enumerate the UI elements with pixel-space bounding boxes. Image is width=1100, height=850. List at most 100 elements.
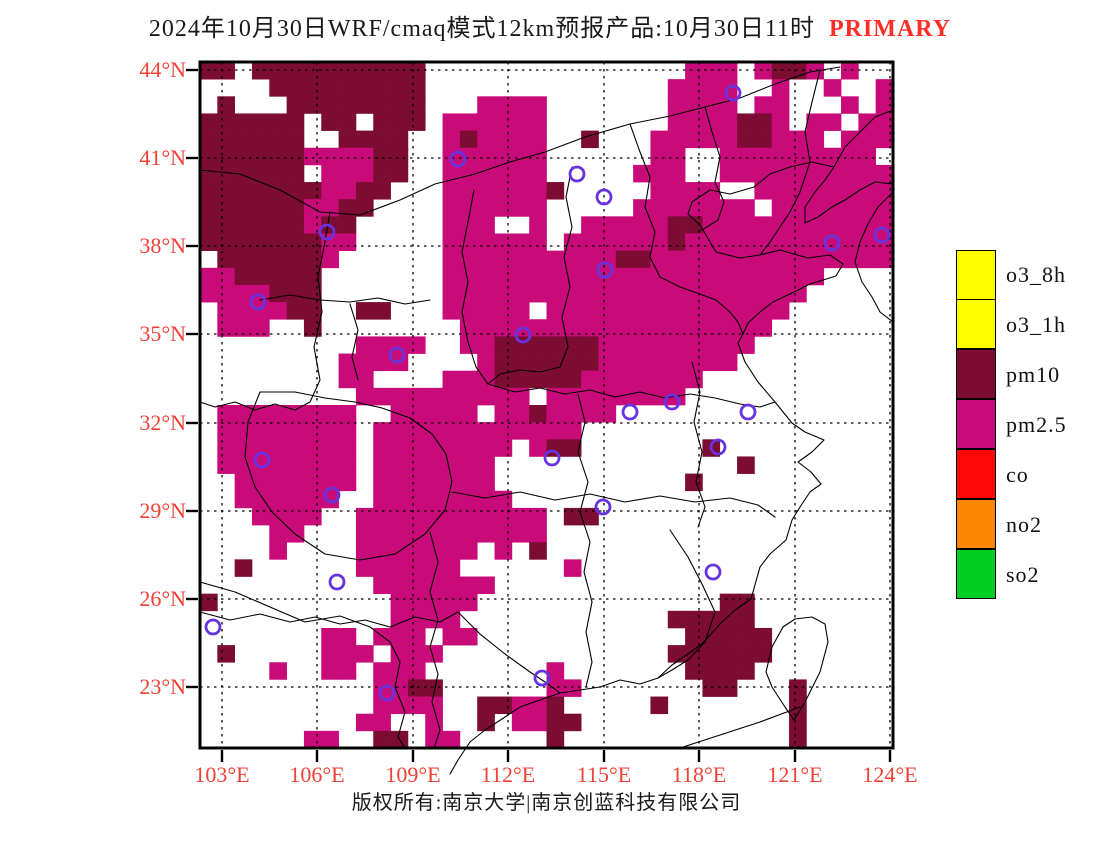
grid-cell-pm25 — [633, 353, 651, 372]
grid-cell-pm25 — [875, 216, 894, 234]
grid-cell-pm10 — [390, 79, 409, 97]
grid-cell-pm25 — [459, 182, 478, 200]
grid-cell-pm25 — [407, 507, 426, 526]
grid-cell-pm10 — [563, 353, 582, 372]
grid-cell-pm25 — [789, 284, 807, 303]
grid-cell-pm25 — [875, 130, 894, 149]
grid-cell-pm25 — [442, 627, 461, 646]
grid-cell-pm25 — [407, 645, 426, 663]
grid-cell-pm10 — [581, 507, 599, 526]
grid-cell-pm25 — [338, 370, 357, 389]
grid-cell-pm25 — [494, 284, 513, 303]
grid-cell-pm10 — [251, 164, 270, 183]
grid-cell-pm25 — [425, 422, 443, 440]
grid-cell-pm25 — [667, 353, 686, 372]
grid-cell-pm25 — [217, 284, 235, 303]
grid-cell-pm10 — [269, 113, 287, 131]
grid-cell-pm10 — [321, 62, 339, 80]
grid-cell-pm10 — [217, 96, 235, 114]
grid-cell-pm10 — [200, 113, 218, 131]
city-marker — [739, 403, 757, 421]
grid-cell-pm25 — [217, 422, 235, 440]
grid-cell-pm25 — [546, 284, 565, 303]
grid-cell-pm25 — [355, 370, 374, 389]
grid-cell-pm25 — [459, 302, 478, 320]
grid-cell-pm10 — [494, 353, 513, 372]
grid-cell-pm25 — [858, 164, 877, 183]
grid-cell-pm10 — [407, 79, 426, 97]
grid-cell-pm25 — [459, 216, 478, 234]
grid-cell-pm25 — [511, 147, 530, 166]
grid-cell-pm25 — [563, 302, 582, 320]
grid-cell-pm25 — [459, 593, 478, 612]
coastline-korea — [854, 191, 894, 323]
grid-cell-pm25 — [823, 79, 842, 97]
grid-cell-pm25 — [269, 405, 287, 423]
legend-color-swatch — [956, 298, 996, 349]
grid-cell-pm10 — [373, 96, 391, 114]
grid-cell-pm25 — [390, 422, 409, 440]
grid-cell-pm25 — [459, 439, 478, 457]
grid-cell-pm25 — [459, 370, 478, 389]
grid-cell-pm25 — [407, 627, 426, 646]
grid-cell-pm25 — [442, 164, 461, 183]
grid-cell-pm25 — [789, 164, 807, 183]
grid-cell-pm25 — [598, 233, 617, 251]
grid-cell-pm25 — [494, 199, 513, 217]
grid-cell-pm25 — [390, 593, 409, 612]
grid-cell-pm25 — [477, 353, 495, 372]
grid-cell-pm25 — [425, 525, 443, 543]
grid-cell-pm10 — [200, 130, 218, 149]
grid-cell-pm25 — [875, 113, 894, 131]
grid-cell-pm25 — [494, 267, 513, 286]
grid-cell-pm25 — [321, 662, 339, 680]
grid-cell-pm10 — [217, 130, 235, 149]
grid-cell-pm10 — [477, 696, 495, 715]
grid-cell-pm10 — [355, 130, 374, 149]
grid-cell-pm25 — [529, 319, 547, 337]
grid-cell-pm25 — [251, 507, 270, 526]
city-markers — [204, 84, 891, 702]
grid-cell-pm25 — [754, 319, 773, 337]
grid-cell-pm25 — [563, 559, 582, 577]
city-marker — [449, 150, 467, 168]
grid-cell-pm10 — [425, 679, 443, 697]
legend-color-swatch — [956, 448, 996, 499]
grid-cell-pm25 — [719, 353, 738, 372]
grid-cell-pm25 — [338, 422, 357, 440]
grid-cell-pm25 — [581, 387, 599, 406]
grid-cell-pm25 — [511, 250, 530, 269]
grid-cell-pm25 — [529, 147, 547, 166]
grid-cell-pm10 — [269, 62, 287, 80]
grid-cell-pm10 — [581, 336, 599, 354]
grid-cell-pm10 — [251, 182, 270, 200]
grid-cell-pm25 — [477, 422, 495, 440]
grid-cell-pm25 — [442, 610, 461, 629]
grid-cell-pm25 — [529, 130, 547, 149]
grid-cell-pm10 — [563, 336, 582, 354]
grid-cell-pm10 — [529, 336, 547, 354]
grid-cell-pm10 — [737, 662, 755, 680]
grid-cell-pm25 — [685, 79, 703, 97]
city-marker — [328, 573, 346, 591]
grid-cell-pm25 — [355, 147, 374, 166]
grid-cell-pm10 — [702, 627, 721, 646]
grid-cell-pm25 — [355, 353, 374, 372]
grid-cell-pm25 — [615, 302, 634, 320]
grid-cell-pm25 — [425, 405, 443, 423]
grid-cell-pm25 — [598, 405, 617, 423]
grid-cell-pm25 — [529, 164, 547, 183]
grid-cell-pm10 — [251, 62, 270, 80]
title-text: 2024年10月30日WRF/cmaq模式12km预报产品:10月30日11时 — [148, 16, 815, 42]
grid-cell-pm25 — [650, 353, 669, 372]
grid-cell-pm10 — [355, 62, 374, 80]
grid-cell-pm25 — [477, 473, 495, 492]
grid-cell-pm25 — [459, 576, 478, 594]
grid-cell-pm25 — [390, 645, 409, 663]
grid-cell-pm25 — [841, 130, 859, 149]
grid-cell-pm25 — [477, 113, 495, 131]
grid-cell-pm10 — [269, 164, 287, 183]
pollution-grid — [200, 62, 894, 749]
grid-cell-pm25 — [771, 199, 790, 217]
grid-cell-pm25 — [217, 319, 235, 337]
